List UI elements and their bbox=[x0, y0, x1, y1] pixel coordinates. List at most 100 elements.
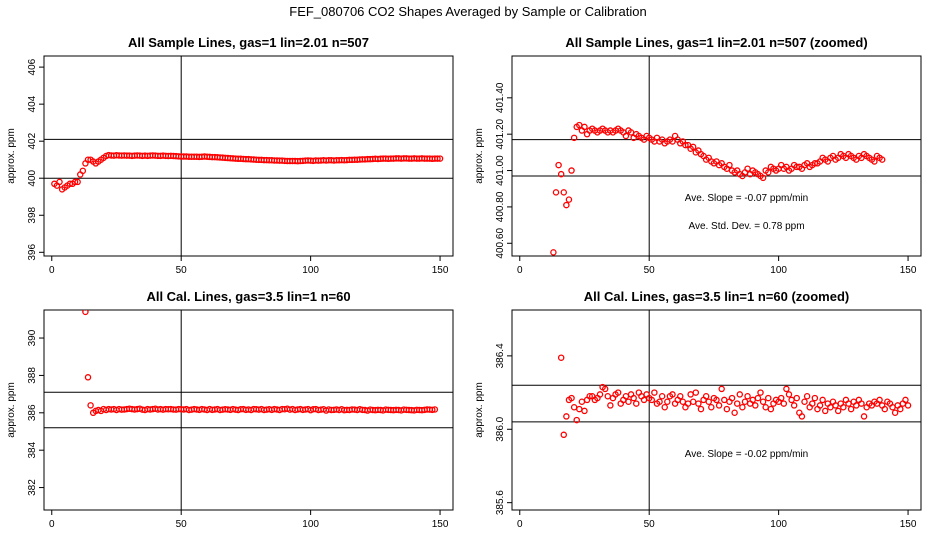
data-point bbox=[586, 392, 593, 400]
y-tick-label: 400.60 bbox=[495, 228, 506, 259]
data-point bbox=[679, 398, 687, 405]
annotation: Ave. Slope = -0.02 ppm/min bbox=[685, 449, 809, 460]
data-point bbox=[689, 398, 697, 405]
y-tick-label: 404 bbox=[27, 95, 38, 112]
data-point bbox=[891, 409, 899, 417]
data-point bbox=[607, 402, 614, 409]
data-point bbox=[557, 354, 565, 361]
data-point bbox=[56, 178, 63, 186]
data-point bbox=[630, 394, 637, 402]
data-point bbox=[736, 391, 744, 398]
data-point bbox=[563, 413, 570, 420]
plot-frame bbox=[511, 309, 922, 511]
x-tick-label: 0 bbox=[49, 265, 55, 276]
x-tick-label: 100 bbox=[302, 519, 319, 530]
data-point bbox=[557, 170, 565, 178]
data-point bbox=[651, 389, 658, 396]
data-point bbox=[834, 407, 842, 415]
y-tick-label: 398 bbox=[27, 206, 38, 223]
main-title: FEF_080706 CO2 Shapes Averaged by Sample… bbox=[289, 4, 647, 19]
data-point bbox=[897, 405, 904, 413]
data-point bbox=[581, 123, 588, 131]
data-point bbox=[708, 403, 715, 411]
data-point bbox=[821, 407, 829, 415]
data-point bbox=[798, 413, 806, 420]
data-point bbox=[431, 406, 439, 413]
data-point bbox=[860, 413, 868, 420]
y-tick-label: 382 bbox=[27, 479, 38, 496]
data-point bbox=[765, 394, 772, 402]
data-point bbox=[904, 402, 912, 409]
data-point bbox=[658, 392, 666, 400]
data-point bbox=[728, 394, 736, 402]
data-point bbox=[436, 155, 444, 162]
y-tick-label: 385.6 bbox=[495, 490, 506, 515]
data-point bbox=[759, 398, 767, 405]
x-tick-label: 50 bbox=[176, 519, 188, 530]
y-tick-label: 401.20 bbox=[495, 118, 506, 149]
data-point bbox=[682, 141, 689, 149]
panel-title: All Sample Lines, gas=1 lin=2.01 n=507 bbox=[128, 35, 369, 50]
data-point bbox=[767, 405, 775, 413]
y-axis-label: approx. ppm bbox=[474, 382, 485, 438]
data-point bbox=[903, 0, 908, 3]
x-tick-label: 150 bbox=[900, 265, 917, 276]
data-point bbox=[739, 403, 746, 411]
data-point bbox=[777, 394, 785, 402]
data-point bbox=[713, 396, 720, 404]
data-point bbox=[816, 402, 824, 409]
data-point bbox=[790, 402, 798, 409]
y-tick-label: 386 bbox=[27, 404, 38, 421]
data-points bbox=[51, 151, 444, 193]
data-point bbox=[801, 398, 808, 405]
data-point bbox=[79, 167, 87, 175]
data-point bbox=[573, 416, 580, 424]
data-point bbox=[429, 406, 436, 414]
data-point bbox=[757, 389, 764, 396]
panel-cal-lines-zoomed: All Cal. Lines, gas=3.5 lin=1 n=60 (zoom… bbox=[474, 289, 922, 530]
data-point bbox=[570, 134, 578, 142]
data-point bbox=[759, 174, 767, 182]
data-point bbox=[885, 0, 890, 3]
data-point bbox=[550, 249, 557, 256]
panel-title: All Cal. Lines, gas=3.5 lin=1 n=60 (zoom… bbox=[584, 289, 850, 304]
data-point bbox=[780, 400, 788, 407]
x-tick-label: 50 bbox=[644, 519, 656, 530]
data-point bbox=[900, 0, 905, 3]
y-tick-label: 390 bbox=[27, 329, 38, 346]
data-point bbox=[803, 392, 811, 400]
data-point bbox=[702, 392, 710, 400]
y-tick-label: 396 bbox=[27, 244, 38, 261]
x-tick-label: 150 bbox=[900, 519, 917, 530]
data-point bbox=[568, 394, 575, 402]
data-point bbox=[689, 143, 697, 151]
data-point bbox=[762, 403, 769, 411]
data-point bbox=[715, 402, 723, 409]
data-point bbox=[811, 394, 819, 402]
data-point bbox=[847, 405, 855, 413]
panel-sample-lines: All Sample Lines, gas=1 lin=2.01 n=507 0 5… bbox=[6, 35, 454, 276]
data-point bbox=[840, 403, 847, 411]
data-point bbox=[568, 167, 575, 174]
data-point bbox=[74, 178, 81, 186]
y-tick-label: 400 bbox=[27, 169, 38, 186]
y-tick-label: 401.00 bbox=[495, 155, 506, 186]
y-axis-label: approx. ppm bbox=[474, 128, 485, 184]
data-point bbox=[437, 0, 442, 3]
data-point bbox=[887, 0, 892, 3]
data-point bbox=[705, 398, 712, 405]
data-point bbox=[560, 189, 568, 196]
data-point bbox=[723, 405, 731, 413]
data-point bbox=[765, 169, 772, 176]
data-point bbox=[560, 431, 568, 439]
data-point bbox=[890, 0, 895, 3]
data-point bbox=[669, 391, 676, 398]
data-point bbox=[893, 0, 898, 3]
panel-cal-lines: All Cal. Lines, gas=3.5 lin=1 n=60 0 50 100… bbox=[6, 0, 454, 530]
y-tick-label: 386.0 bbox=[495, 416, 506, 441]
data-point bbox=[622, 132, 630, 140]
y-axis-label: approx. ppm bbox=[6, 382, 17, 438]
data-point bbox=[82, 310, 89, 316]
data-point bbox=[601, 385, 609, 393]
